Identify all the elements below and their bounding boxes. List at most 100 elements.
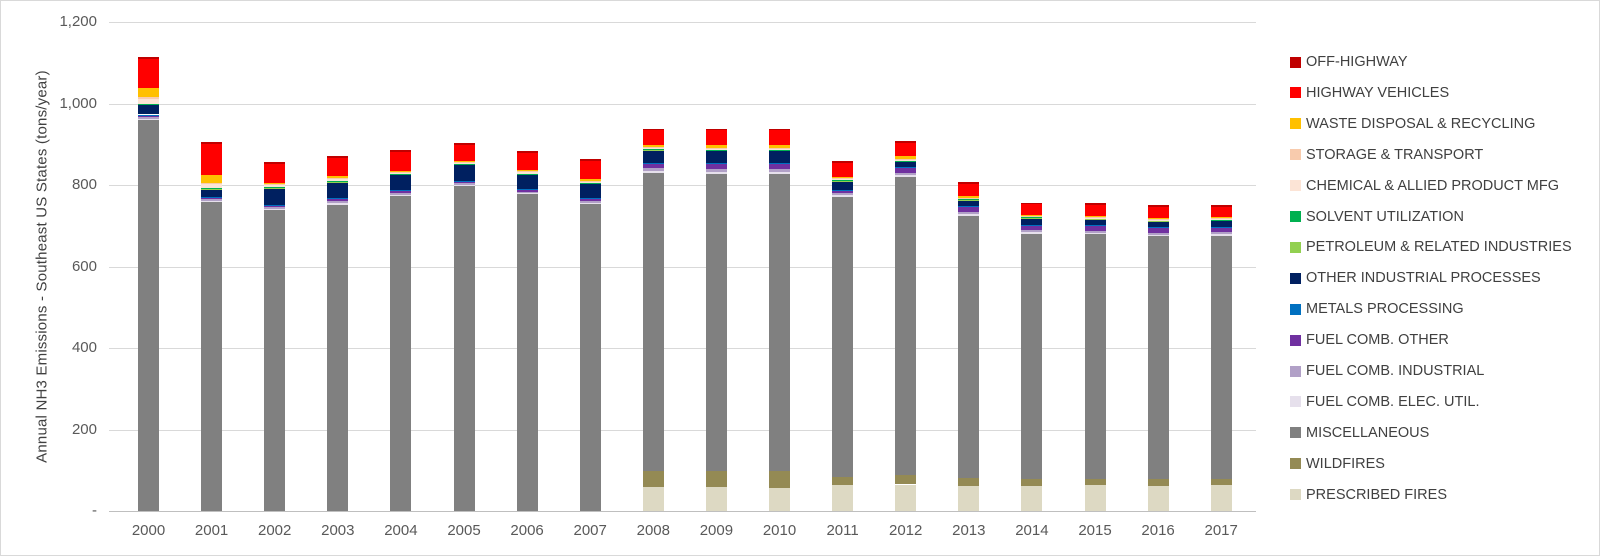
bar-segment-2000-off-highway — [138, 57, 159, 60]
bar-segment-2012-metals-processing — [895, 167, 917, 168]
bar-segment-2014-fuel-comb-elec-util — [1021, 232, 1043, 234]
legend-swatch-metals-processing — [1290, 303, 1301, 315]
bar-segment-2015-other-industrial-processes — [1084, 219, 1106, 226]
bar-segment-2004-fuel-comb-other — [390, 191, 412, 194]
bar-segment-2013-prescribed-fires — [958, 486, 980, 511]
x-tick-label-2014: 2014 — [1015, 522, 1049, 539]
bar-segment-2008-off-highway — [642, 128, 664, 131]
y-tick-label-1,000: 1,000 — [59, 94, 97, 112]
legend-label-storage-transport: STORAGE & TRANSPORT — [1306, 146, 1484, 163]
bar-segment-2013-miscellaneous — [958, 215, 980, 478]
bar-segment-2003-fuel-comb-industrial — [327, 201, 349, 204]
bar-segment-2011-other-industrial-processes — [832, 180, 854, 190]
bar-segment-2012-highway-vehicles — [895, 142, 917, 157]
bar-segment-2014-wildfires — [1021, 479, 1043, 487]
bar-segment-2003-fuel-comb-other — [327, 199, 349, 202]
bar-segment-2008-highway-vehicles — [642, 130, 664, 146]
bar-segment-2012-wildfires — [895, 475, 917, 485]
bar-segment-2007-waste-disposal-recycling — [579, 178, 601, 182]
legend-item-fuel-comb-other: FUEL COMB. OTHER — [1290, 332, 1449, 348]
bar-segment-2013-off-highway — [958, 182, 980, 184]
legend-item-storage-transport: STORAGE & TRANSPORT — [1290, 146, 1484, 163]
bar-segment-2004-other-industrial-processes — [390, 174, 412, 191]
bar-segment-2010-wildfires — [769, 471, 790, 488]
bar-segment-2010-highway-vehicles — [769, 130, 790, 146]
bar-segment-2013-other-industrial-processes — [958, 200, 980, 207]
legend-swatch-solvent-utilization — [1290, 211, 1301, 222]
legend-item-miscellaneous: MISCELLANEOUS — [1290, 425, 1429, 441]
bar-segment-2010-prescribed-fires — [769, 487, 790, 511]
bar-segment-2015-off-highway — [1084, 203, 1106, 205]
bar-segment-2006-chemical-allied-product-mfg — [516, 172, 538, 174]
bar-segment-2013-chemical-allied-product-mfg — [958, 198, 980, 200]
bar-segment-2016-fuel-comb-other — [1147, 228, 1169, 233]
x-axis-line — [109, 511, 1256, 512]
x-tick-label-2003: 2003 — [321, 522, 355, 539]
bar-segment-2014-fuel-comb-industrial — [1021, 230, 1043, 233]
bar-segment-2010-off-highway — [769, 128, 790, 131]
bar-segment-2006-solvent-utilization — [516, 173, 538, 175]
bar-segment-2008-storage-transport — [642, 147, 664, 148]
bar-segment-2012-fuel-comb-industrial — [895, 172, 917, 176]
bar-segment-2000-metals-processing — [138, 114, 159, 116]
bar-segment-2002-fuel-comb-other — [264, 205, 286, 207]
bar-segment-2015-storage-transport — [1084, 216, 1106, 218]
bar-segment-2012-solvent-utilization — [895, 160, 917, 162]
bar-segment-2014-other-industrial-processes — [1021, 218, 1043, 225]
bar-segment-2006-off-highway — [516, 151, 538, 153]
bar-segment-2009-other-industrial-processes — [705, 150, 727, 164]
legend-item-chemical-allied-product-mfg: CHEMICAL & ALLIED PRODUCT MFG — [1290, 178, 1559, 194]
bar-segment-2005-fuel-comb-other — [453, 181, 475, 183]
bar-segment-2002-highway-vehicles — [264, 163, 286, 183]
y-tick-label-600: 600 — [71, 257, 97, 275]
bar-segment-2005-metals-processing — [453, 180, 475, 182]
bar-segment-2011-wildfires — [832, 477, 854, 486]
bar-segment-2005-miscellaneous — [453, 186, 475, 511]
bar-segment-2000-fuel-comb-other — [138, 115, 159, 117]
x-tick-label-2004: 2004 — [384, 522, 418, 539]
bar-segment-2009-wildfires — [705, 471, 727, 487]
legend-swatch-other-industrial-processes — [1290, 272, 1301, 284]
bar-segment-2006-fuel-comb-elec-util — [516, 193, 538, 195]
bar-segment-2009-off-highway — [705, 128, 727, 131]
legend-item-fuel-comb-elec-util: FUEL COMB. ELEC. UTIL. — [1290, 394, 1480, 410]
bar-segment-2017-off-highway — [1210, 204, 1232, 207]
bar-segment-2016-chemical-allied-product-mfg — [1147, 219, 1169, 221]
bar-segment-2005-highway-vehicles — [453, 145, 475, 161]
bar-segment-2007-fuel-comb-elec-util — [579, 202, 601, 204]
bar-segment-2011-highway-vehicles — [832, 162, 854, 177]
bar-segment-2017-storage-transport — [1210, 218, 1232, 220]
bar-segment-2010-storage-transport — [769, 147, 790, 149]
bar-segment-2001-fuel-comb-elec-util — [201, 200, 223, 203]
x-tick-label-2005: 2005 — [447, 522, 481, 539]
bar-segment-2003-highway-vehicles — [327, 157, 349, 177]
bar-segment-2003-off-highway — [327, 156, 349, 158]
bar-segment-2000-other-industrial-processes — [138, 104, 159, 115]
x-tick-label-2007: 2007 — [573, 522, 607, 539]
bar-segment-2000-chemical-allied-product-mfg — [138, 99, 159, 104]
bar-segment-2016-off-highway — [1147, 205, 1169, 207]
bar-segment-2010-petroleum-related-industries — [769, 149, 790, 151]
bar-segment-2001-fuel-comb-other — [201, 198, 223, 200]
bar-segment-2001-highway-vehicles — [201, 143, 223, 176]
bar-segment-2009-fuel-comb-industrial — [705, 168, 727, 172]
bar-segment-2005-other-industrial-processes — [453, 164, 475, 181]
bar-segment-2006-other-industrial-processes — [516, 174, 538, 190]
bar-segment-2001-solvent-utilization — [201, 188, 223, 189]
bar-segment-2013-metals-processing — [958, 206, 980, 207]
x-tick-label-2013: 2013 — [952, 522, 986, 539]
bar-segment-2011-waste-disposal-recycling — [832, 176, 854, 179]
bar-segment-2016-solvent-utilization — [1147, 220, 1169, 221]
gridline-1200 — [109, 22, 1256, 23]
legend-item-waste-disposal-recycling: WASTE DISPOSAL & RECYCLING — [1290, 115, 1536, 132]
bar-segment-2009-solvent-utilization — [705, 149, 727, 151]
bar-segment-2014-prescribed-fires — [1021, 486, 1043, 511]
bar-segment-2016-prescribed-fires — [1147, 485, 1169, 511]
legend-label-prescribed-fires: PRESCRIBED FIRES — [1306, 486, 1447, 503]
bar-segment-2017-fuel-comb-other — [1210, 227, 1232, 233]
gridline-600 — [109, 266, 1256, 268]
legend-label-waste-disposal-recycling: WASTE DISPOSAL & RECYCLING — [1306, 115, 1536, 132]
bar-segment-2014-metals-processing — [1021, 224, 1043, 226]
bar-segment-2009-petroleum-related-industries — [705, 149, 727, 151]
bar-segment-2003-storage-transport — [327, 178, 349, 180]
